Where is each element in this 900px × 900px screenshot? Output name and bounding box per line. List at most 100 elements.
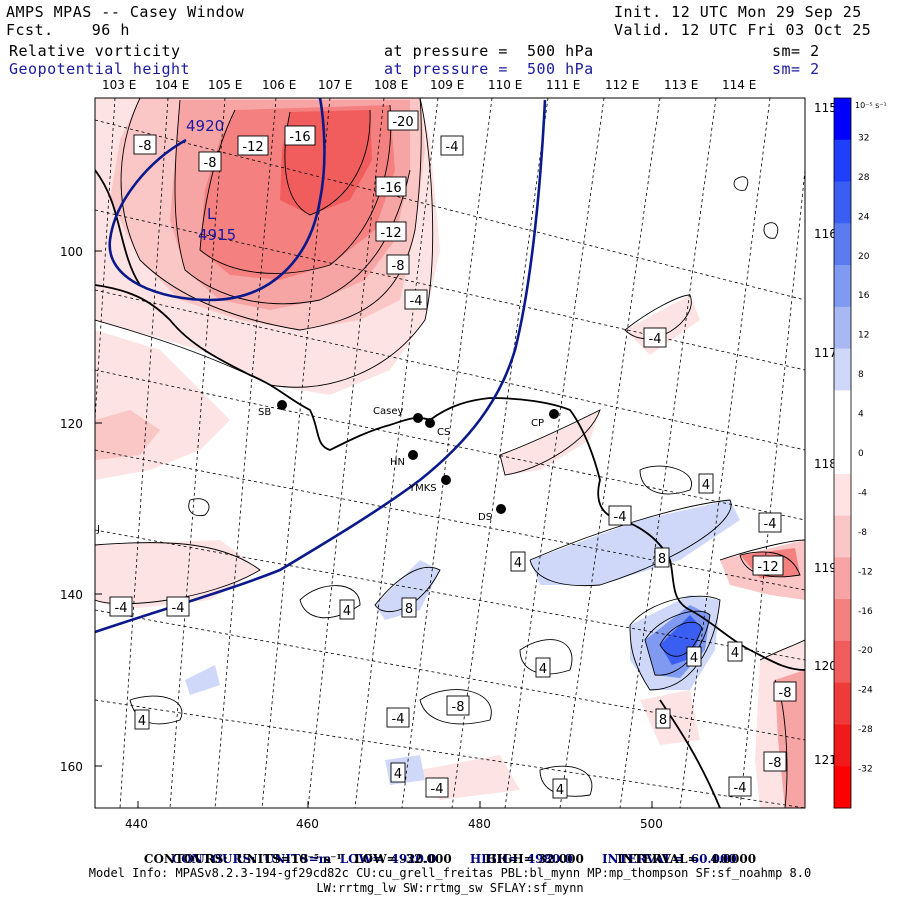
station-dot <box>549 409 559 419</box>
svg-text:4: 4 <box>539 662 547 677</box>
colorbar-tick-label: -16 <box>858 607 873 617</box>
colorbar-tick-label: 24 <box>858 212 870 222</box>
vorticity-label: 4 <box>134 709 150 730</box>
svg-text:-4: -4 <box>115 601 128 616</box>
colorbar-swatch <box>834 682 851 725</box>
field2-pressure: at pressure = 500 hPa <box>384 60 594 78</box>
axis-labels: 100 120 140 160 440 460 480 500 J <box>60 245 663 831</box>
station-dot <box>408 450 418 460</box>
lon-label: 105 E <box>208 78 242 92</box>
colorbar-tick-label: 28 <box>858 173 870 183</box>
svg-text:4: 4 <box>343 604 351 619</box>
lon-label: 108 E <box>374 78 408 92</box>
svg-text:4: 4 <box>138 714 146 729</box>
colorbar-tick-label: 4 <box>858 410 864 420</box>
vorticity-label: -8 <box>198 151 222 172</box>
vorticity-label: 4 <box>727 641 743 662</box>
vorticity-labels: -8 -8 -12 -16 -20 -4 -16 -12 -8 -4 -4 4 -4 -4 8 4 -12 -4 -… <box>109 110 797 799</box>
station-dot <box>441 475 451 485</box>
height-labels: 4920 L 4915 <box>186 117 236 244</box>
svg-text:-4: -4 <box>734 781 747 796</box>
svg-text:-4: -4 <box>649 332 662 347</box>
x-tick-label: 460 <box>296 817 319 831</box>
forecast-hour: Fcst. 96 h <box>6 21 130 39</box>
x-tick-label: 440 <box>125 817 148 831</box>
svg-text:-16: -16 <box>289 130 310 145</box>
stations: SB Casey CS HN YMKS DS CP <box>258 400 559 523</box>
y-tick-label: 160 <box>60 760 83 774</box>
top-lon-labels: 103 E 104 E 105 E 106 E 107 E 108 E 109 … <box>102 78 756 92</box>
height-contour-label: 4920 <box>186 117 224 135</box>
station-dot <box>413 413 423 423</box>
vorticity-label: -16 <box>284 125 316 146</box>
svg-text:-8: -8 <box>452 700 465 715</box>
plot-title: AMPS MPAS -- Casey Window <box>6 3 245 21</box>
vorticity-label: -4 <box>166 596 190 617</box>
colorbar-tick-label: -4 <box>858 488 867 498</box>
colorbar-tick-label: 20 <box>858 252 870 262</box>
height-contour-info: CONTOURS: UNITS=m LOW= 4920.0 HIGH= 4980… <box>171 852 737 866</box>
field2-smoothing: sm= 2 <box>772 60 820 78</box>
vorticity-label: 4 <box>698 473 714 494</box>
y-tick-label: 120 <box>60 417 83 431</box>
vorticity-label: -12 <box>375 221 407 242</box>
low-value: 4915 <box>198 226 236 244</box>
svg-text:4: 4 <box>690 651 698 666</box>
colorbar-swatch <box>834 223 851 266</box>
svg-text:-8: -8 <box>204 156 217 171</box>
vorticity-label: 4 <box>339 599 355 620</box>
map-field <box>95 98 805 808</box>
colorbar-tick-label: 0 <box>858 449 864 459</box>
colorbar-tick-label: 16 <box>858 291 870 301</box>
vorticity-label: -8 <box>386 254 410 275</box>
vorticity-label: 8 <box>655 708 671 729</box>
y-tick-label: 100 <box>60 245 83 259</box>
vorticity-label: 4 <box>552 778 568 799</box>
colorbar-swatch <box>834 181 851 224</box>
vorticity-shading-negative <box>95 98 805 808</box>
map-frame <box>94 97 806 809</box>
lon-label: 111 E <box>546 78 580 92</box>
vorticity-label: 4 <box>510 551 526 572</box>
left-marker: J <box>96 524 100 535</box>
svg-text:-12: -12 <box>757 560 778 575</box>
lon-label: 114 E <box>722 78 756 92</box>
field1-name: Relative vorticity <box>9 42 181 60</box>
svg-text:4: 4 <box>731 646 739 661</box>
height-contours <box>95 98 547 634</box>
svg-text:-4: -4 <box>410 294 423 309</box>
svg-text:-4: -4 <box>764 517 777 532</box>
svg-text:-8: -8 <box>139 139 152 154</box>
vorticity-label: 8 <box>401 597 417 618</box>
vorticity-label: -20 <box>387 110 419 131</box>
svg-text:8: 8 <box>405 602 413 617</box>
station-dot <box>496 504 506 514</box>
vorticity-label: -4 <box>109 596 133 617</box>
vorticity-label: 4 <box>535 657 551 678</box>
y-tick-label: 140 <box>60 588 83 602</box>
station-label: SB <box>258 407 271 418</box>
colorbar-tick-label: -28 <box>858 725 873 735</box>
colorbar-tick-label: -20 <box>858 646 873 656</box>
colorbar-unit: 10⁻⁵ s⁻¹ <box>855 101 887 110</box>
lon-label: 106 E <box>262 78 296 92</box>
station-label: DS <box>478 512 492 523</box>
svg-text:-12: -12 <box>242 140 263 155</box>
lon-label: 113 E <box>664 78 698 92</box>
colorbar-swatch <box>834 348 851 391</box>
lon-label: 104 E <box>155 78 189 92</box>
vorticity-label: -8 <box>446 695 470 716</box>
lon-label: 110 E <box>488 78 522 92</box>
colorbar-swatch <box>834 432 851 475</box>
vorticity-label: -4 <box>728 776 752 797</box>
svg-text:-4: -4 <box>172 601 185 616</box>
init-time: Init. 12 UTC Mon 29 Sep 25 <box>614 3 862 21</box>
colorbar-swatch <box>834 515 851 558</box>
vorticity-label: 4 <box>390 762 406 783</box>
field1-smoothing: sm= 2 <box>772 42 820 60</box>
vorticity-label: -12 <box>752 555 784 576</box>
valid-time: Valid. 12 UTC Fri 03 Oct 25 <box>614 21 872 39</box>
field2-name: Geopotential height <box>9 60 191 78</box>
vorticity-label: -4 <box>643 327 667 348</box>
